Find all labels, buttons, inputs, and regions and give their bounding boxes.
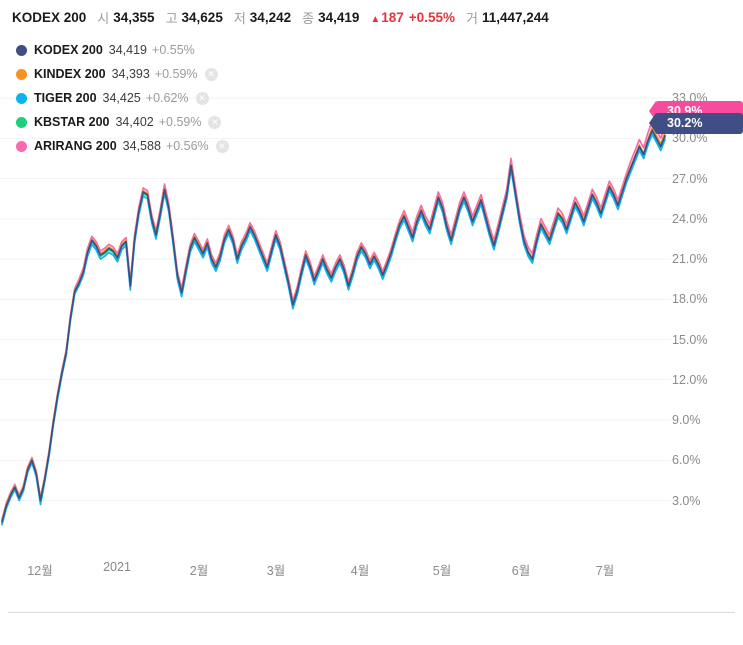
quote-symbol: KODEX 200 xyxy=(12,9,87,25)
legend-color-dot xyxy=(16,44,27,56)
legend-series-change: +0.62% xyxy=(145,91,189,105)
x-axis-tick-label: 12월 xyxy=(27,564,53,578)
quote-volume-label: 거 xyxy=(465,10,478,26)
legend-series-name: KBSTAR 200 xyxy=(34,115,110,129)
legend-series-change: +0.56% xyxy=(165,139,209,153)
series-line-arirang-200 xyxy=(1,120,666,521)
remove-series-icon[interactable]: ✕ xyxy=(215,139,229,153)
bottom-divider xyxy=(8,612,735,613)
badge-pointer-kodex xyxy=(649,113,656,133)
legend-color-dot xyxy=(16,92,27,104)
legend-item-tiger-200[interactable]: TIGER 200 34,425 +0.62% ✕ xyxy=(16,86,229,110)
chart-plot-area[interactable] xyxy=(0,78,743,530)
quote-high-value: 34,625 xyxy=(181,9,223,25)
legend-series-value: 34,588 xyxy=(122,139,161,153)
quote-open-value: 34,355 xyxy=(113,9,155,25)
quote-close-value: 34,419 xyxy=(318,9,360,25)
legend-series-value: 34,419 xyxy=(108,43,148,57)
x-axis-tick-label: 6월 xyxy=(511,564,531,578)
badge-pointer-arirang xyxy=(649,101,656,121)
triangle-up-icon: ▲ xyxy=(370,13,381,25)
legend-series-change: +0.59% xyxy=(158,115,202,129)
legend-series-value: 34,402 xyxy=(115,115,154,129)
quote-low-label: 저 xyxy=(233,10,246,26)
legend-series-name: ARIRANG 200 xyxy=(34,139,117,153)
x-axis-tick-label: 3월 xyxy=(266,564,286,578)
price-badge-kodex-label: 30.2% xyxy=(667,116,703,130)
x-axis-tick-label: 5월 xyxy=(432,564,452,578)
legend-series-name: KODEX 200 xyxy=(34,43,103,57)
legend-color-dot xyxy=(16,140,27,152)
legend-series-value: 34,425 xyxy=(102,91,141,105)
series-legend: KODEX 200 34,419 +0.55% ✕ KINDEX 200 34,393 +0… xyxy=(16,38,229,158)
legend-series-value: 34,393 xyxy=(111,67,150,81)
legend-series-name: KINDEX 200 xyxy=(34,67,106,81)
chart-series-lines xyxy=(1,120,666,526)
quote-volume-value: 11,447,244 xyxy=(481,9,549,25)
x-axis-tick-label: 2월 xyxy=(189,564,209,578)
x-axis-tick-label: 7월 xyxy=(595,564,615,578)
x-axis-tick-label: 2021 xyxy=(103,560,131,574)
series-line-kindex-200 xyxy=(1,126,666,522)
quote-close-label: 종 xyxy=(302,10,315,26)
legend-series-change: +0.59% xyxy=(154,67,198,81)
legend-item-arirang-200[interactable]: ARIRANG 200 34,588 +0.56% ✕ xyxy=(16,134,229,158)
quote-low-value: 34,242 xyxy=(249,9,292,25)
quote-high-label: 고 xyxy=(165,10,178,26)
quote-open-label: 시 xyxy=(97,10,110,26)
quote-change-abs: 187 xyxy=(381,9,404,25)
quote-change-group: ▲187 +0.55% xyxy=(370,10,455,25)
series-line-kodex-200 xyxy=(1,129,666,523)
legend-series-name: TIGER 200 xyxy=(34,91,97,105)
legend-item-kbstar-200[interactable]: KBSTAR 200 34,402 +0.59% ✕ xyxy=(16,110,229,134)
price-badge-kodex: 30.2% xyxy=(649,113,743,134)
legend-item-kindex-200[interactable]: KINDEX 200 34,393 +0.59% ✕ xyxy=(16,62,229,86)
x-axis-tick-label: 4월 xyxy=(350,564,370,578)
legend-series-change: +0.55% xyxy=(152,43,195,57)
remove-series-icon[interactable]: ✕ xyxy=(195,91,209,105)
chart-gridlines xyxy=(0,97,671,501)
x-axis: 12월 2021 2월 3월 4월 5월 6월 7월 xyxy=(0,560,743,582)
series-line-tiger-200 xyxy=(1,133,666,526)
remove-series-icon[interactable]: ✕ xyxy=(204,67,218,81)
chart-svg xyxy=(0,97,671,526)
legend-color-dot xyxy=(16,68,27,80)
legend-color-dot xyxy=(16,116,27,128)
quote-change-pct: +0.55% xyxy=(408,9,455,25)
remove-series-icon[interactable]: ✕ xyxy=(208,115,222,129)
series-line-kbstar-200 xyxy=(1,130,666,525)
quote-header: KODEX 200 시 34,355 고 34,625 저 34,242 종 3… xyxy=(12,6,549,28)
